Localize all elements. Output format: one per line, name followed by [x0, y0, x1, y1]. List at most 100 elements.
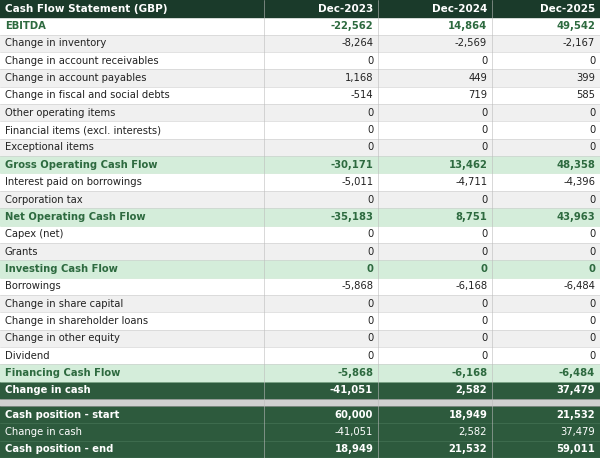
Text: 0: 0	[481, 351, 487, 360]
Bar	[264, 191, 378, 208]
Bar	[264, 35, 378, 52]
Bar	[378, 423, 492, 441]
Bar	[0, 70, 264, 87]
Bar	[378, 312, 492, 330]
Text: 0: 0	[367, 56, 373, 65]
Bar	[492, 382, 600, 399]
Bar	[378, 260, 492, 278]
Bar	[378, 330, 492, 347]
Text: 37,479: 37,479	[560, 427, 595, 437]
Text: 0: 0	[481, 229, 487, 239]
Bar	[0, 382, 264, 399]
Bar	[378, 0, 492, 17]
Bar	[264, 243, 378, 260]
Bar	[492, 156, 600, 174]
Bar	[0, 423, 264, 441]
Bar	[378, 17, 492, 35]
Text: 0: 0	[481, 333, 487, 344]
Bar	[378, 121, 492, 139]
Text: Change in account receivables: Change in account receivables	[5, 56, 158, 65]
Bar	[264, 0, 378, 17]
Text: 1,168: 1,168	[344, 73, 373, 83]
Text: -4,396: -4,396	[563, 177, 595, 187]
Bar	[264, 139, 378, 156]
Bar	[378, 441, 492, 458]
Text: Capex (net): Capex (net)	[5, 229, 63, 239]
Bar	[492, 278, 600, 295]
Text: 719: 719	[468, 90, 487, 100]
Bar	[0, 52, 264, 70]
Bar	[0, 121, 264, 139]
Bar	[0, 406, 264, 423]
Bar	[492, 260, 600, 278]
Text: Grants: Grants	[5, 246, 38, 256]
Bar	[264, 225, 378, 243]
Text: 18,949: 18,949	[448, 409, 487, 420]
Text: Interest paid on borrowings: Interest paid on borrowings	[5, 177, 142, 187]
Text: 48,358: 48,358	[556, 160, 595, 170]
Bar	[0, 260, 264, 278]
Bar	[492, 87, 600, 104]
Bar	[378, 406, 492, 423]
Bar	[264, 278, 378, 295]
Bar	[0, 139, 264, 156]
Bar	[264, 156, 378, 174]
Text: 14,864: 14,864	[448, 21, 487, 31]
Text: -6,168: -6,168	[451, 368, 487, 378]
Text: 0: 0	[367, 316, 373, 326]
Text: 0: 0	[589, 299, 595, 309]
Bar	[0, 295, 264, 312]
Text: 0: 0	[367, 142, 373, 153]
Bar	[492, 17, 600, 35]
Text: 0: 0	[589, 264, 595, 274]
Bar	[264, 260, 378, 278]
Bar	[378, 295, 492, 312]
Text: -2,167: -2,167	[563, 38, 595, 49]
Text: 59,011: 59,011	[556, 444, 595, 454]
Bar	[264, 330, 378, 347]
Text: -35,183: -35,183	[331, 212, 373, 222]
Text: Change in share capital: Change in share capital	[5, 299, 123, 309]
Text: 0: 0	[481, 316, 487, 326]
Text: 0: 0	[589, 142, 595, 153]
Bar	[0, 330, 264, 347]
Bar	[378, 52, 492, 70]
Bar	[0, 399, 600, 406]
Bar	[492, 243, 600, 260]
Bar	[0, 156, 264, 174]
Bar	[492, 312, 600, 330]
Bar	[0, 208, 264, 225]
Bar	[492, 441, 600, 458]
Text: -22,562: -22,562	[331, 21, 373, 31]
Text: -5,868: -5,868	[341, 281, 373, 291]
Text: 2,582: 2,582	[455, 385, 487, 395]
Text: 43,963: 43,963	[557, 212, 595, 222]
Bar	[492, 174, 600, 191]
Bar	[492, 35, 600, 52]
Bar	[492, 70, 600, 87]
Bar	[264, 52, 378, 70]
Bar	[0, 104, 264, 121]
Bar	[0, 35, 264, 52]
Bar	[264, 121, 378, 139]
Bar	[264, 312, 378, 330]
Bar	[264, 17, 378, 35]
Bar	[0, 0, 264, 17]
Text: Financing Cash Flow: Financing Cash Flow	[5, 368, 120, 378]
Bar	[0, 364, 264, 382]
Text: Change in shareholder loans: Change in shareholder loans	[5, 316, 148, 326]
Bar	[264, 423, 378, 441]
Text: 0: 0	[481, 299, 487, 309]
Bar	[492, 121, 600, 139]
Text: 0: 0	[481, 108, 487, 118]
Text: Net Operating Cash Flow: Net Operating Cash Flow	[5, 212, 145, 222]
Text: 37,479: 37,479	[557, 385, 595, 395]
Bar	[378, 208, 492, 225]
Text: Financial items (excl. interests): Financial items (excl. interests)	[5, 125, 161, 135]
Bar	[492, 423, 600, 441]
Bar	[264, 382, 378, 399]
Text: -41,051: -41,051	[335, 427, 373, 437]
Text: 0: 0	[589, 195, 595, 205]
Text: 0: 0	[589, 333, 595, 344]
Text: 21,532: 21,532	[449, 444, 487, 454]
